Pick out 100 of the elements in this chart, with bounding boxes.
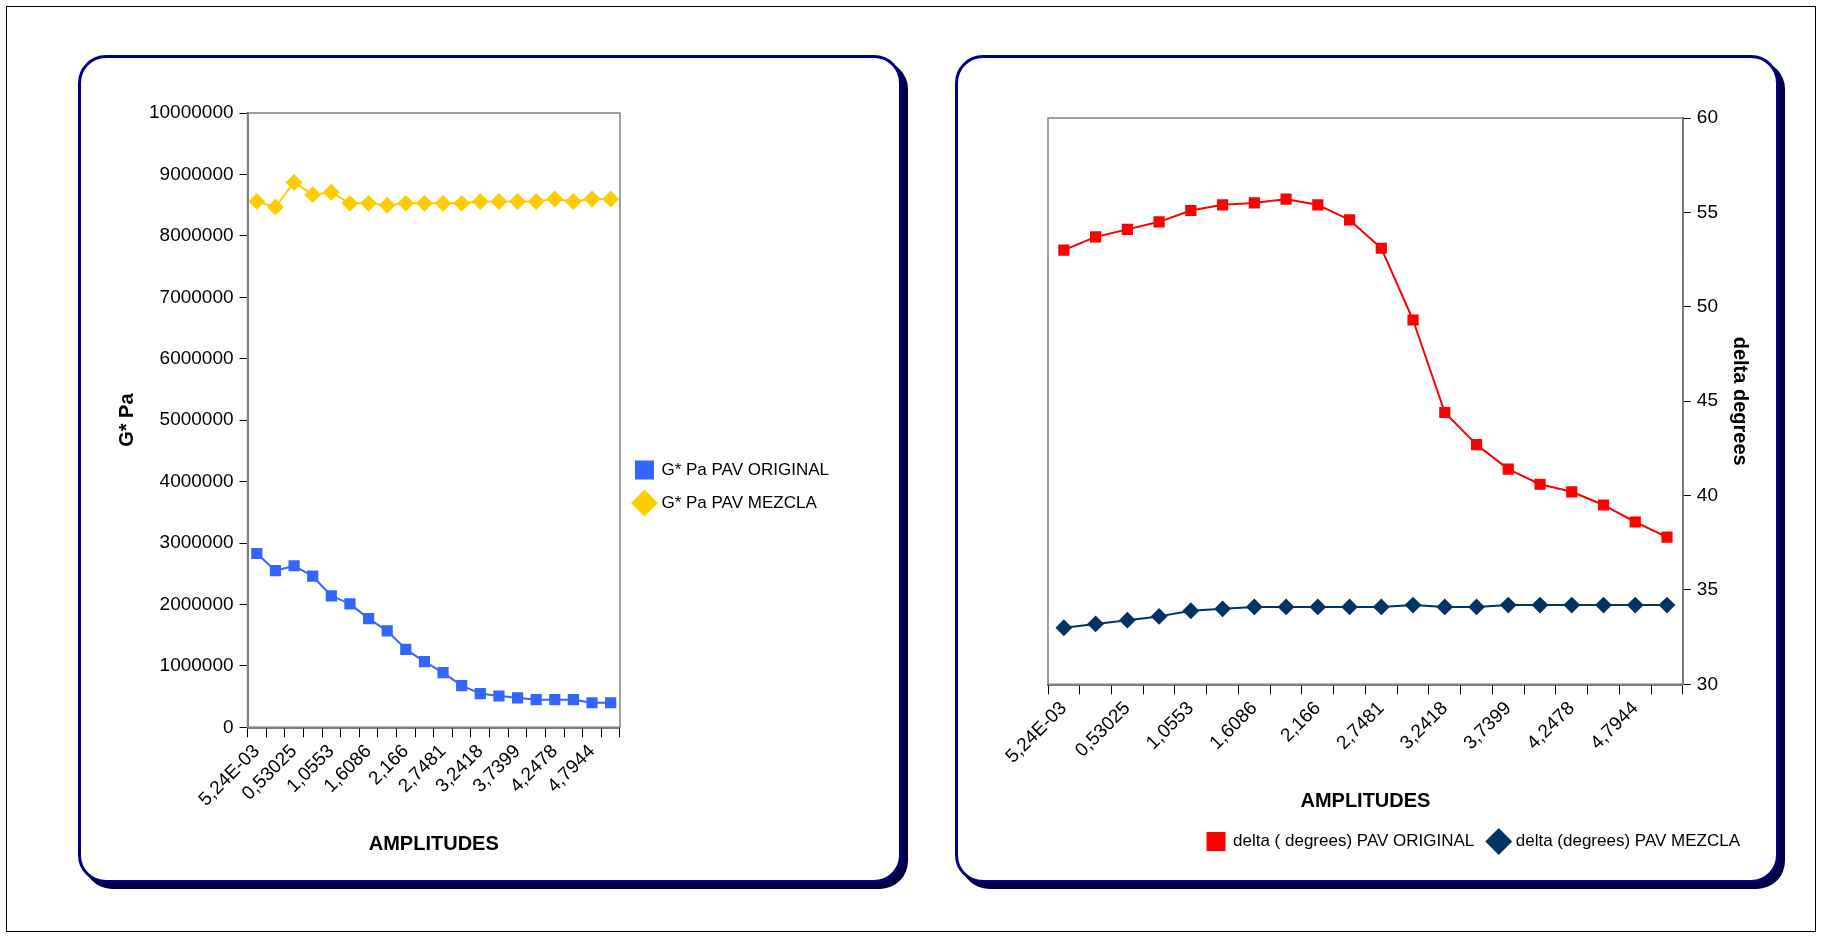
point: [1058, 244, 1070, 256]
point: [248, 193, 265, 210]
point: [1312, 199, 1324, 211]
point: [1216, 199, 1229, 211]
point: [511, 692, 524, 704]
legend-label: delta (degrees) PAV MEZCLA: [1515, 831, 1741, 851]
point: [1597, 499, 1610, 511]
point: [288, 560, 300, 572]
y-tick-label: 1000000: [159, 654, 234, 676]
point: [362, 613, 375, 625]
y-tick-label: 6000000: [159, 346, 234, 368]
y-tick-label: 50: [1696, 295, 1719, 317]
point: [584, 191, 601, 208]
point: [1185, 204, 1197, 217]
point: [528, 193, 545, 210]
point: [1534, 478, 1546, 490]
point: [416, 195, 433, 212]
legend-label: G* Pa PAV ORIGINAL: [661, 459, 830, 479]
point: [546, 191, 563, 208]
point: [1121, 223, 1133, 235]
point: [397, 195, 414, 212]
point: [1375, 242, 1387, 254]
y-tick-label: 10000000: [148, 101, 234, 123]
point: [381, 625, 393, 637]
point: [1280, 193, 1292, 205]
y-axis-title: G* Pa: [114, 392, 137, 447]
legend-label: G* Pa PAV MEZCLA: [661, 492, 818, 512]
point: [567, 694, 580, 706]
point: [1090, 231, 1102, 243]
point: [1566, 486, 1578, 498]
point: [1500, 597, 1517, 614]
point: [1468, 598, 1485, 615]
point: [565, 193, 582, 210]
point: [1248, 197, 1260, 209]
point: [360, 195, 377, 212]
point: [490, 193, 507, 210]
point: [323, 184, 340, 201]
point: [472, 193, 489, 210]
point: [1661, 531, 1673, 543]
y-axis-title: delta degrees: [1730, 336, 1753, 466]
y-tick-label: 5000000: [159, 408, 234, 430]
y-tick-label: 55: [1696, 200, 1719, 222]
point: [1278, 598, 1295, 615]
point: [474, 687, 486, 700]
point: [453, 195, 470, 212]
y-tick-label: 2000000: [159, 592, 234, 614]
legend-label: delta ( degrees) PAV ORIGINAL: [1233, 831, 1475, 851]
point: [379, 197, 396, 214]
y-tick-label: 40: [1696, 483, 1719, 505]
point: [344, 598, 356, 610]
y-tick-label: 0: [222, 715, 234, 737]
y-tick-label: 4000000: [159, 469, 234, 491]
point: [1629, 516, 1641, 528]
point: [530, 694, 542, 706]
point: [1309, 598, 1326, 615]
point: [1343, 214, 1356, 226]
point: [251, 547, 263, 560]
point: [1439, 406, 1451, 419]
point: [1659, 597, 1675, 614]
point: [605, 697, 617, 709]
point: [341, 195, 358, 212]
y-tick-label: 7000000: [159, 285, 234, 307]
point: [1627, 597, 1644, 614]
point: [1470, 439, 1483, 451]
y-tick-label: 8000000: [159, 224, 234, 246]
point: [1087, 615, 1104, 632]
point: [602, 191, 619, 208]
x-axis-title: AMPLITUDES: [1300, 788, 1431, 811]
point: [1595, 597, 1612, 614]
point: [286, 174, 303, 191]
point: [307, 570, 319, 582]
point: [325, 590, 337, 602]
point: [1373, 598, 1390, 615]
point: [304, 186, 321, 203]
x-axis-title: AMPLITUDES: [368, 831, 499, 854]
y-tick-label: 35: [1696, 578, 1719, 600]
point: [1563, 597, 1580, 614]
point: [1341, 598, 1358, 615]
point: [1532, 597, 1549, 614]
point: [1502, 463, 1514, 475]
point: [418, 656, 431, 668]
y-tick-label: 60: [1696, 106, 1719, 128]
point: [1153, 216, 1165, 228]
point: [267, 199, 284, 215]
point: [586, 697, 598, 709]
point: [1246, 598, 1263, 615]
point: [1055, 619, 1072, 636]
point: [1182, 602, 1199, 619]
point: [400, 643, 412, 655]
point: [1436, 598, 1453, 615]
point: [456, 679, 468, 692]
y-tick-label: 45: [1696, 389, 1719, 411]
point: [1151, 608, 1168, 625]
point: [1405, 597, 1422, 614]
point: [1407, 314, 1419, 326]
y-tick-label: 3000000: [159, 531, 234, 553]
y-tick-label: 9000000: [159, 162, 234, 184]
point: [549, 694, 561, 706]
point: [435, 195, 452, 212]
point: [1119, 612, 1136, 629]
